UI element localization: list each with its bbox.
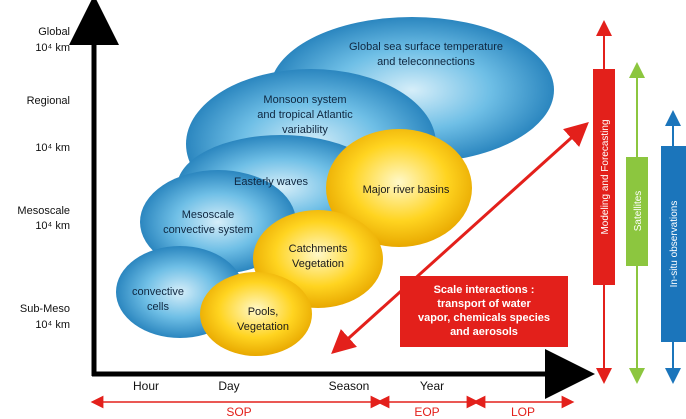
label-river-basins: Major river basins <box>363 184 450 196</box>
satellites-label: Satellites <box>633 191 644 232</box>
label-catchments-2: Vegetation <box>292 258 344 270</box>
satellites-bar <box>626 157 648 266</box>
scale-box-line-2: transport of water <box>437 298 531 310</box>
label-mesoscale-2: convective system <box>163 224 253 236</box>
y-label-global: Global <box>38 26 70 38</box>
insitu-bar <box>661 146 686 342</box>
label-mesoscale-1: Mesoscale <box>182 209 235 221</box>
label-easterly: Easterly waves <box>234 176 308 188</box>
label-catchments-1: Catchments <box>289 243 348 255</box>
scale-box-line-4: and aerosols <box>450 326 518 338</box>
label-pools-2: Vegetation <box>237 321 289 333</box>
period-lop: LOP <box>511 405 535 419</box>
label-monsoon-1: Monsoon system <box>263 94 346 106</box>
modeling-bar <box>593 69 615 285</box>
period-eop: EOP <box>414 405 439 419</box>
x-label-day: Day <box>218 379 239 393</box>
scale-interactions-box <box>400 276 568 347</box>
x-label-year: Year <box>420 379 444 393</box>
label-convective-1: convective <box>132 286 184 298</box>
ellipse-pools <box>200 272 312 356</box>
y-label-global-km: 10⁴ km <box>35 42 70 54</box>
x-label-hour: Hour <box>133 379 159 393</box>
label-global-sst-2: and teleconnections <box>377 56 475 68</box>
label-global-sst-1: Global sea surface temperature <box>349 41 503 53</box>
label-convective-2: cells <box>147 301 170 313</box>
scale-box-line-1: Scale interactions : <box>434 284 535 296</box>
label-monsoon-3: variability <box>282 124 328 136</box>
y-label-regional: Regional <box>27 95 70 107</box>
label-monsoon-2: and tropical Atlantic <box>257 109 353 121</box>
x-label-season: Season <box>329 379 370 393</box>
y-label-mesoscale-km: 10⁴ km <box>35 220 70 232</box>
modeling-label: Modeling and Forecasting <box>600 119 611 234</box>
period-sop: SOP <box>226 405 251 419</box>
y-label-mesoscale: Mesoscale <box>17 205 70 217</box>
y-label-regional-km: 10⁴ km <box>35 142 70 154</box>
scale-box-line-3: vapor, chemicals species <box>418 312 550 324</box>
label-pools-1: Pools, <box>248 306 279 318</box>
scale-interaction-arrow <box>331 121 589 355</box>
y-label-submeso-km: 10⁴ km <box>35 319 70 331</box>
y-label-submeso: Sub-Meso <box>20 303 70 315</box>
insitu-label: In-situ observations <box>669 201 680 288</box>
